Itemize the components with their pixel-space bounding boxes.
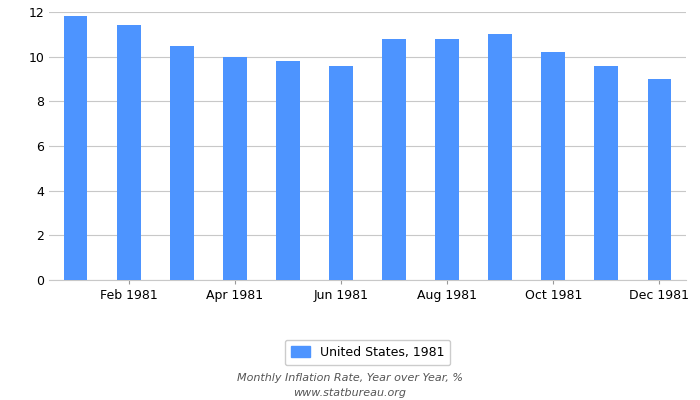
Bar xyxy=(276,61,300,280)
Legend: United States, 1981: United States, 1981 xyxy=(285,340,450,365)
Bar xyxy=(329,66,353,280)
Bar xyxy=(594,66,618,280)
Bar xyxy=(223,57,246,280)
Bar xyxy=(489,34,512,280)
Bar xyxy=(435,39,459,280)
Bar xyxy=(382,39,406,280)
Bar xyxy=(541,52,565,280)
Bar xyxy=(170,46,194,280)
Bar xyxy=(64,16,88,280)
Bar xyxy=(117,25,141,280)
Text: www.statbureau.org: www.statbureau.org xyxy=(293,388,407,398)
Text: Monthly Inflation Rate, Year over Year, %: Monthly Inflation Rate, Year over Year, … xyxy=(237,373,463,383)
Bar xyxy=(648,79,671,280)
